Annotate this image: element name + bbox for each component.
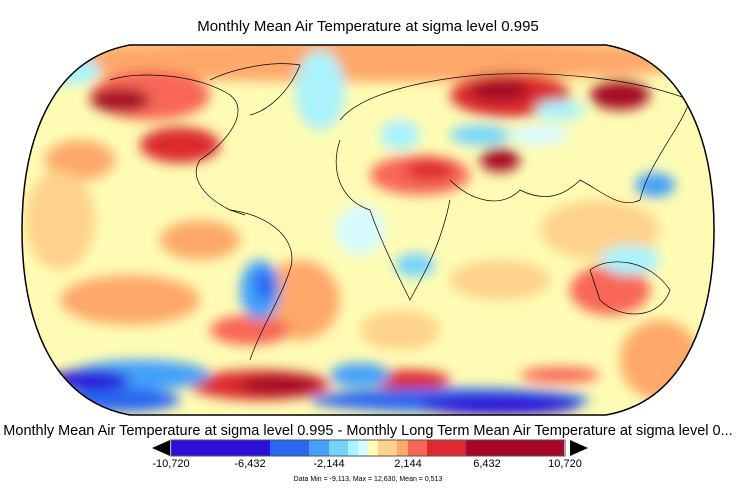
anomaly-region — [480, 148, 520, 172]
anomaly-region — [405, 160, 455, 180]
anomaly-region — [510, 125, 570, 145]
anomaly-region — [330, 363, 390, 387]
anomaly-region — [420, 395, 580, 415]
coastline — [209, 63, 301, 116]
colorbar-segment — [270, 440, 309, 456]
colorbar-segment — [397, 440, 408, 456]
anomaly-region — [535, 100, 585, 120]
anomaly-region — [90, 88, 150, 112]
anomaly-region — [380, 120, 420, 150]
colorbar-segment — [171, 440, 270, 456]
colorbar-segment — [329, 440, 348, 456]
colorbar-segment — [348, 440, 358, 456]
anomaly-region — [160, 220, 240, 260]
anomaly-region — [45, 140, 115, 180]
colorbar-segment — [408, 440, 427, 456]
world-anomaly-map — [21, 44, 715, 416]
colorbar-tick-label: 2,144 — [394, 458, 422, 470]
plot-title: Monthly Mean Air Temperature at sigma le… — [197, 18, 539, 35]
colorbar-segment — [378, 440, 397, 456]
anomaly-region — [450, 260, 550, 300]
coastline — [109, 74, 246, 216]
anomaly-region — [240, 375, 320, 395]
anomaly-region — [260, 260, 340, 340]
colorbar-tick-label: -2,144 — [313, 458, 345, 470]
anomaly-region — [50, 370, 130, 390]
colorbar-extend-low-arrow — [152, 440, 170, 456]
colorbar-segment — [309, 440, 329, 456]
anomaly-region — [25, 170, 95, 270]
anomaly-region — [255, 270, 275, 300]
anomaly-region — [360, 310, 440, 350]
anomaly-region — [22, 55, 100, 85]
anomaly-region — [600, 245, 660, 275]
colorbar-tick-label: -10,720 — [152, 458, 190, 470]
anomaly-region — [470, 78, 530, 102]
colorbar-segment — [358, 440, 368, 456]
colorbar-segment — [368, 440, 378, 456]
anomaly-region — [60, 275, 200, 325]
coastline — [229, 209, 293, 361]
anomaly-region — [295, 50, 345, 130]
colorbar-tick-label: 10,720 — [548, 458, 582, 470]
colorbar — [152, 439, 588, 457]
anomaly-region — [570, 265, 650, 315]
anomaly-region — [140, 127, 220, 163]
colorbar-tick-label: -6,432 — [234, 458, 266, 470]
anomaly-region — [210, 315, 290, 345]
colorbar-segment — [466, 440, 564, 456]
colorbar-tick-label: 6,432 — [473, 458, 501, 470]
colorbar-segment — [427, 440, 466, 456]
colorbar-extend-high-arrow — [570, 440, 588, 456]
anomaly-region — [520, 367, 600, 383]
anomaly-region — [620, 320, 700, 400]
plot-subtitle: Monthly Mean Air Temperature at sigma le… — [3, 423, 733, 439]
coastline — [339, 73, 691, 204]
anomaly-region — [22, 45, 714, 82]
data-stats: Data Min = -9,113, Max = 12,630, Mean = … — [293, 476, 443, 483]
anomaly-region — [395, 253, 435, 277]
anomaly-region — [590, 80, 650, 110]
coastline — [589, 261, 671, 315]
anomaly-region — [635, 173, 675, 197]
coastline — [336, 139, 451, 301]
anomaly-region — [450, 125, 510, 145]
